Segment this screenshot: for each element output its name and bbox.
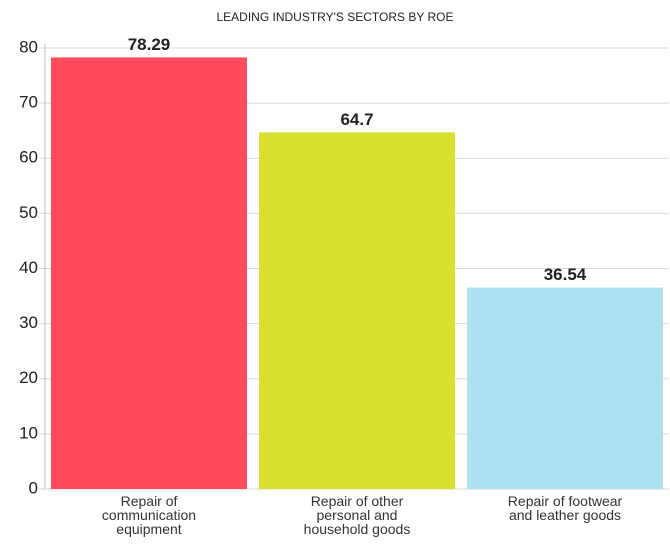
y-tick-label: 30 (19, 313, 38, 332)
y-tick-label: 50 (19, 203, 38, 222)
bar (467, 287, 663, 489)
y-tick-label: 40 (19, 258, 38, 277)
y-tick-label: 20 (19, 368, 38, 387)
x-tick-label: Repair of other personal and household g… (303, 493, 411, 537)
data-label: 78.29 (128, 35, 171, 54)
bar (259, 132, 455, 489)
chart-title: LEADING INDUSTRY'S SECTORS BY ROE (216, 10, 453, 24)
x-tick-label: Repair of footwear and leather goods (507, 493, 623, 523)
y-tick-label: 60 (19, 148, 38, 167)
data-label: 36.54 (544, 265, 587, 284)
data-label: 64.7 (340, 110, 373, 129)
y-tick-label: 70 (19, 93, 38, 112)
y-tick-label: 80 (19, 37, 38, 56)
x-tick-label: Repair of communication equipment (101, 493, 197, 537)
y-tick-label: 0 (29, 478, 38, 497)
y-tick-label: 10 (19, 423, 38, 442)
bar (51, 57, 247, 489)
